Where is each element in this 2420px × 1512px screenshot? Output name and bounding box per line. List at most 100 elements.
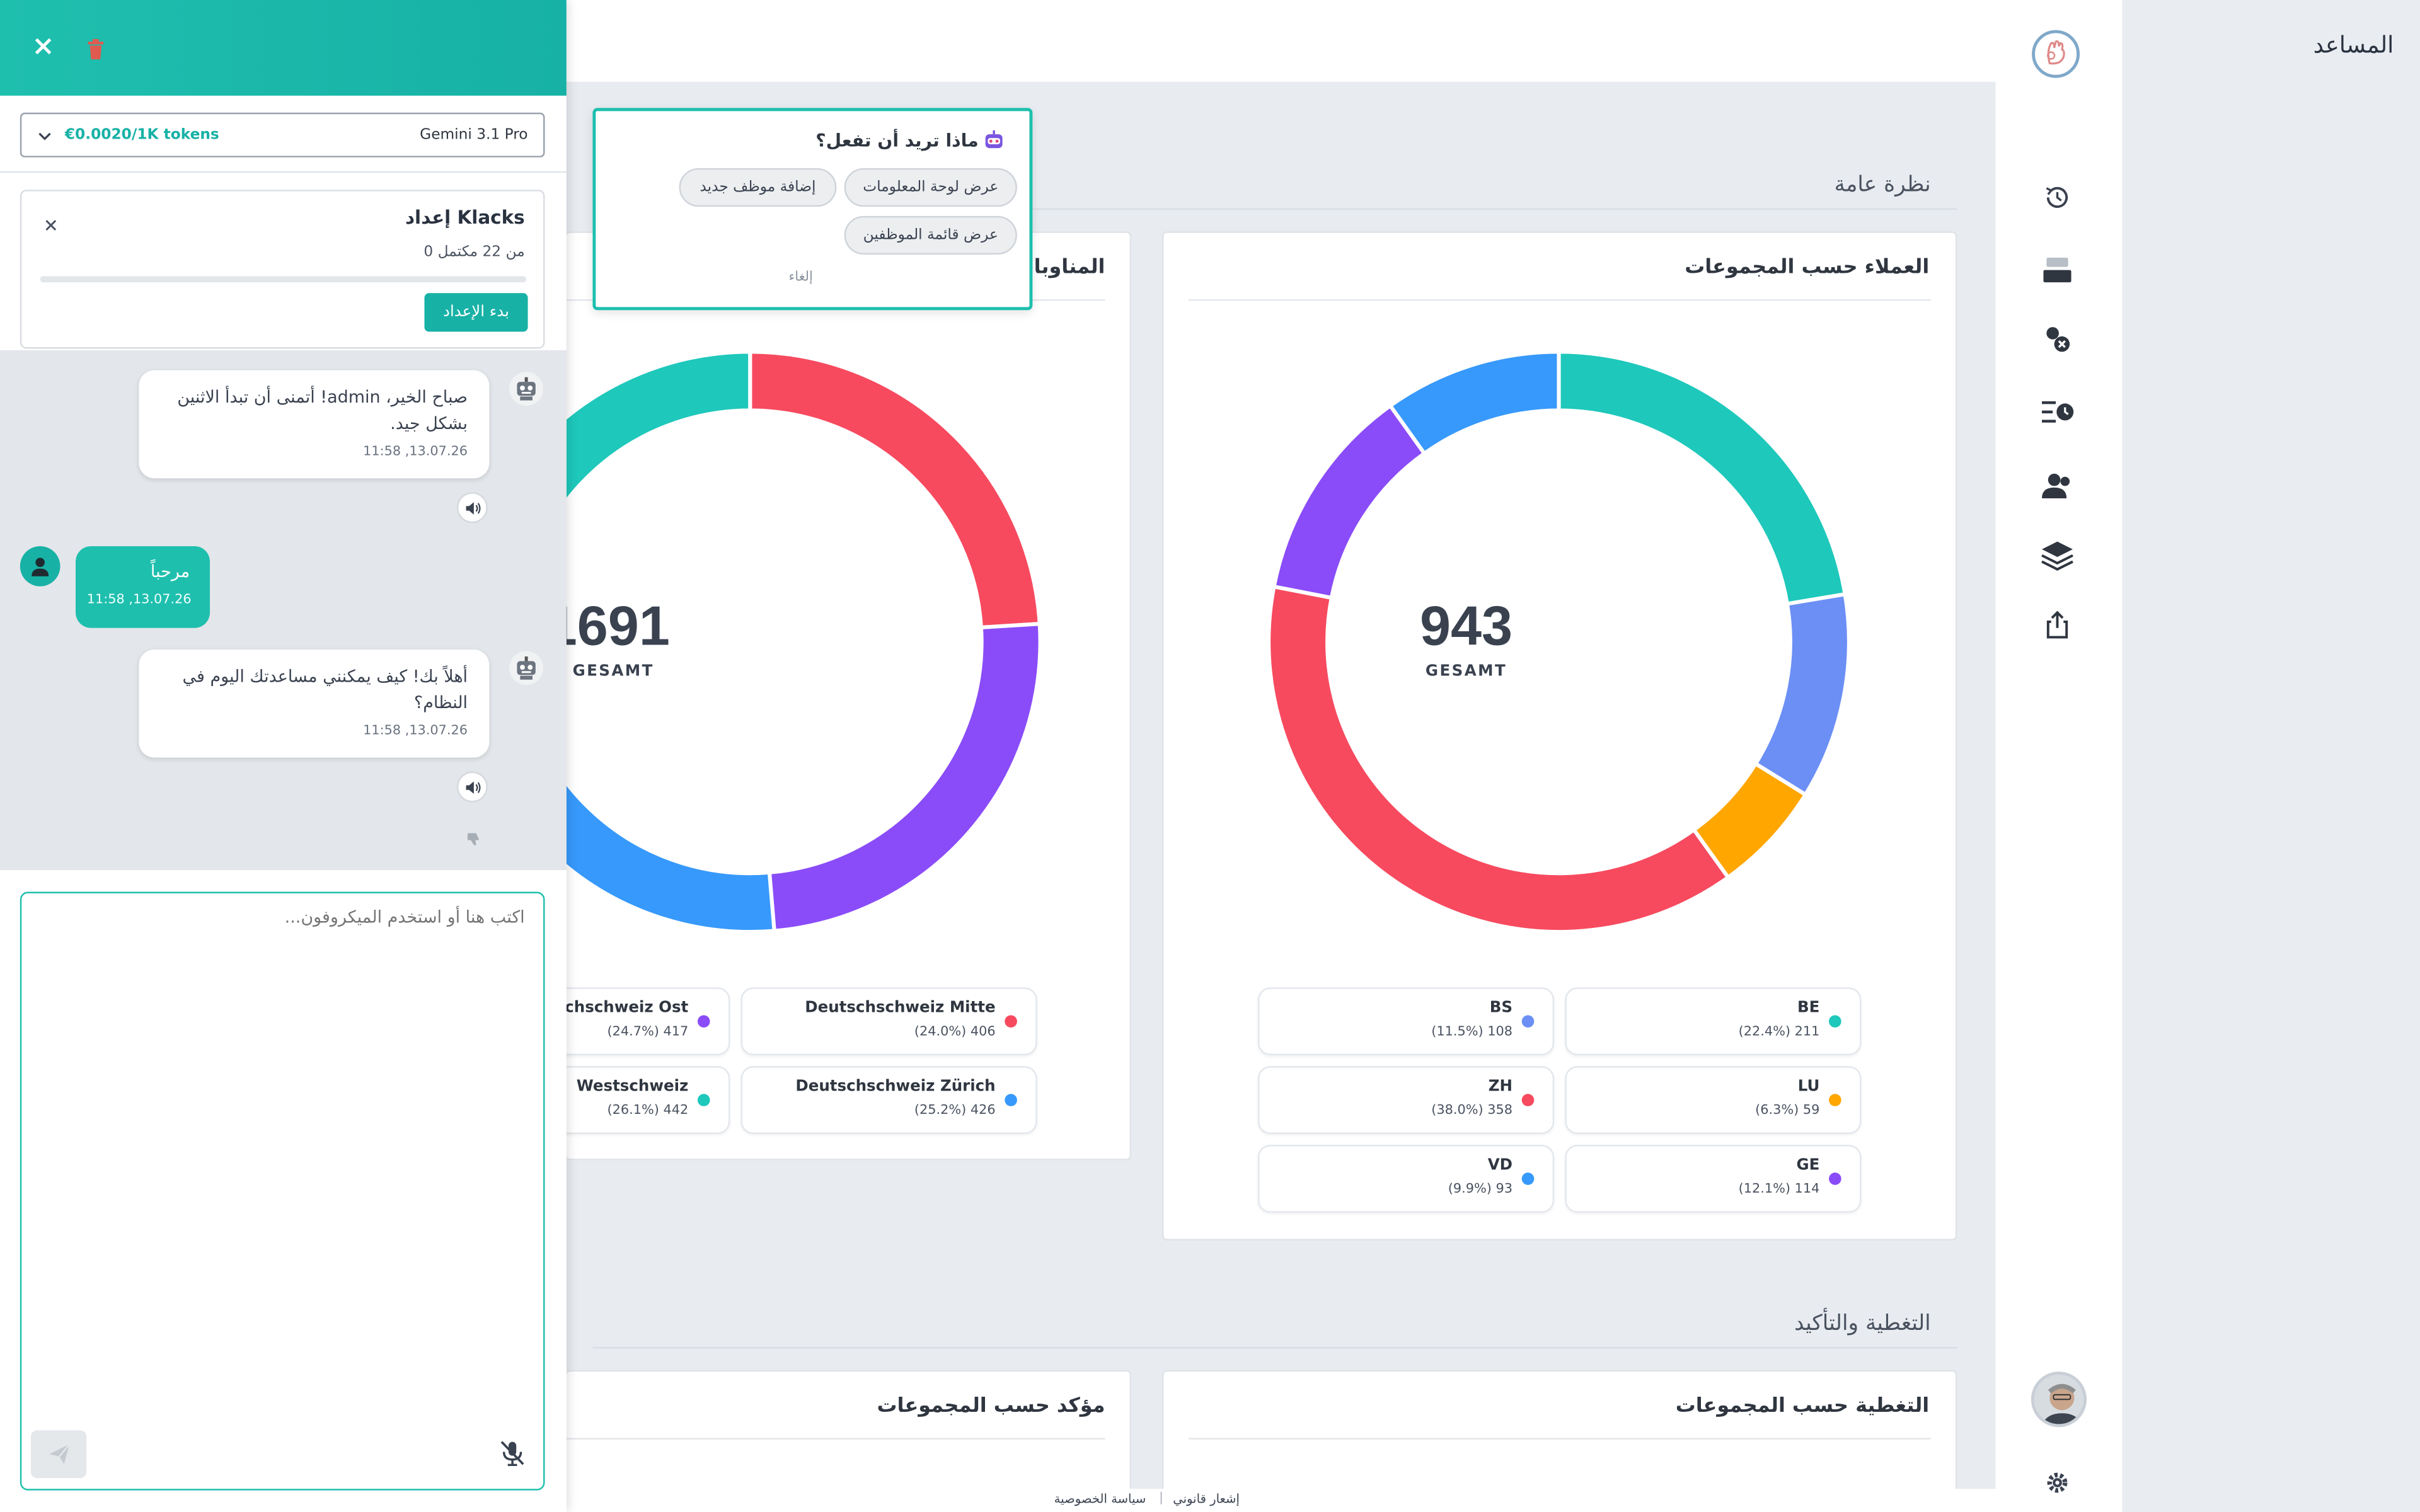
legend-value: (25.2%) 426 [914, 1103, 996, 1119]
setup-progress-bar [40, 276, 527, 283]
coverage-by-group-card [1162, 1370, 1957, 1512]
layers-icon[interactable] [2037, 536, 2078, 576]
message-time: 11:58 ,13.07.26 [86, 592, 192, 608]
assistant-title: المساعد [2313, 30, 2394, 59]
card-divider [1188, 1438, 1931, 1440]
clients-total-label: GESAMT [1425, 663, 1507, 681]
quick-actions-popup: ماذا تريد أن تفعل؟ عرض لوحة المعلومات إض… [592, 108, 1033, 311]
send-icon [49, 1443, 69, 1465]
legend-value: (9.9%) 93 [1448, 1181, 1513, 1198]
message-time: 11:58 ,13.07.26 [363, 444, 468, 460]
thumbs-down-icon[interactable] [466, 824, 481, 846]
schedule-blocks-icon[interactable] [2037, 250, 2078, 290]
model-name: Gemini 3.1 Pro [420, 126, 528, 144]
bot-avatar [509, 372, 544, 406]
assistant-header [0, 0, 567, 96]
setup-card: إعداد Klacks 0 من 22 مكتمل بدء الإعداد [20, 190, 545, 349]
legend-color-dot [1521, 1172, 1535, 1185]
message-line: أهلاً بك! كيف يمكنني مساعدتك اليوم في [182, 666, 468, 687]
clients-card-title: العملاء حسب المجموعات [1685, 256, 1930, 280]
legend-value: (12.1%) 114 [1738, 1181, 1820, 1198]
message-line: بشكل جيد. [390, 413, 468, 434]
send-button[interactable] [30, 1430, 87, 1479]
legend-color-dot [1829, 1094, 1841, 1106]
donut-segment-deutschschweiz-mitte[interactable] [748, 350, 1042, 630]
bot-avatar [509, 651, 544, 685]
shifts-total-label: GESAMT [572, 663, 654, 681]
legend-label: Westschweiz [576, 1078, 689, 1096]
history-icon[interactable] [2037, 178, 2078, 218]
donut-segment-deutschschweiz-ost[interactable] [767, 621, 1042, 933]
model-select[interactable]: €0.0020/1K tokens Gemini 3.1 Pro [20, 112, 545, 158]
export-icon[interactable] [2037, 605, 2078, 645]
legend-label: Deutschschweiz Mitte [805, 999, 996, 1017]
timesheet-icon[interactable] [2037, 392, 2078, 432]
start-setup-button[interactable]: بدء الإعداد [424, 293, 528, 332]
message-input[interactable] [20, 891, 545, 1491]
legend-item[interactable]: GE (12.1%) 114 [1565, 1145, 1862, 1213]
absence-icon[interactable] [2037, 319, 2078, 360]
legend-color-dot [1005, 1094, 1017, 1106]
panel-divider [0, 171, 567, 173]
microphone-off-icon[interactable] [497, 1440, 528, 1467]
overview-section-title: نظرة عامة [1834, 173, 1931, 198]
delete-chat-icon[interactable] [86, 37, 105, 60]
donut-segment-be[interactable] [1557, 350, 1848, 607]
robot-icon [985, 130, 1003, 149]
popup-header: ماذا تريد أن تفعل؟ [815, 130, 1005, 151]
legal-notice-link[interactable]: إشعار قانوني [1173, 1492, 1240, 1506]
legend-label: VD [1487, 1157, 1513, 1174]
legend-item[interactable]: LU (6.3%) 59 [1565, 1066, 1862, 1135]
legend-label: Deutschschweiz Zürich [795, 1078, 996, 1096]
legend-color-dot [1521, 1094, 1535, 1106]
nav-rail [1995, 0, 2123, 1512]
legend-item[interactable]: ZH (38.0%) 358 [1257, 1066, 1555, 1135]
right-gutter [2122, 0, 2420, 1512]
privacy-policy-link[interactable]: سياسة الخصوصية [1054, 1492, 1146, 1506]
user-avatar[interactable] [2031, 1372, 2087, 1428]
settings-gear-icon[interactable] [2037, 1463, 2078, 1503]
legend-item[interactable]: Deutschschweiz Zürich (25.2%) 426 [740, 1066, 1037, 1135]
app-logo-icon[interactable] [2031, 30, 2080, 79]
show-employee-list-button[interactable]: عرض قائمة الموظفين [844, 215, 1017, 255]
card-divider [1188, 299, 1931, 301]
message-line: النظام؟ [413, 692, 468, 713]
speaker-icon[interactable] [456, 492, 488, 524]
donut-segment-vd[interactable] [1387, 350, 1561, 457]
legend-value: (38.0%) 358 [1431, 1103, 1513, 1119]
donut-segment-bs[interactable] [1753, 592, 1851, 798]
confirmed-by-group-card [566, 1370, 1132, 1512]
legend-item[interactable]: BS (11.5%) 108 [1257, 987, 1555, 1056]
legend-color-dot [1521, 1015, 1535, 1028]
legend-item[interactable]: Deutschschweiz Mitte (24.0%) 406 [740, 987, 1037, 1056]
donut-segment-zh[interactable] [1267, 584, 1731, 934]
card-divider [566, 1438, 1105, 1440]
legend-color-dot [697, 1015, 710, 1028]
legend-value: (24.0%) 406 [914, 1024, 996, 1040]
legend-value: (24.7%) 417 [607, 1024, 689, 1040]
legend-value: (11.5%) 108 [1431, 1024, 1513, 1040]
legend-value: (26.1%) 442 [607, 1103, 689, 1119]
legend-label: ZH [1488, 1078, 1513, 1096]
employees-icon[interactable] [2037, 466, 2078, 507]
setup-close-icon[interactable] [43, 210, 59, 231]
confirmed-card-title: مؤكد حسب المجموعات [877, 1394, 1105, 1418]
legend-label: BS [1489, 999, 1513, 1017]
popup-cancel-link[interactable]: إلغاء [788, 270, 813, 286]
donut-segment-ge[interactable] [1271, 403, 1427, 600]
legend-color-dot [1829, 1172, 1841, 1185]
add-employee-button[interactable]: إضافة موظف جديد [679, 168, 837, 207]
setup-title: إعداد Klacks [405, 207, 525, 229]
legend-label: GE [1796, 1157, 1820, 1174]
message-time: 11:58 ,13.07.26 [363, 723, 468, 740]
speaker-icon[interactable] [456, 771, 488, 803]
top-bar [566, 0, 1996, 82]
show-dashboard-button[interactable]: عرض لوحة المعلومات [844, 168, 1017, 207]
legend-item[interactable]: VD (9.9%) 93 [1257, 1145, 1555, 1213]
bot-message: أهلاً بك! كيف يمكنني مساعدتك اليوم في ال… [139, 650, 490, 758]
legend-item[interactable]: BE (22.4%) 211 [1565, 987, 1862, 1056]
close-icon[interactable] [32, 34, 54, 55]
popup-question: ماذا تريد أن تفعل؟ [815, 129, 979, 152]
shifts-total-value: 1691 [546, 593, 670, 658]
user-message: مرحباً 11:58 ,13.07.26 [76, 546, 210, 628]
